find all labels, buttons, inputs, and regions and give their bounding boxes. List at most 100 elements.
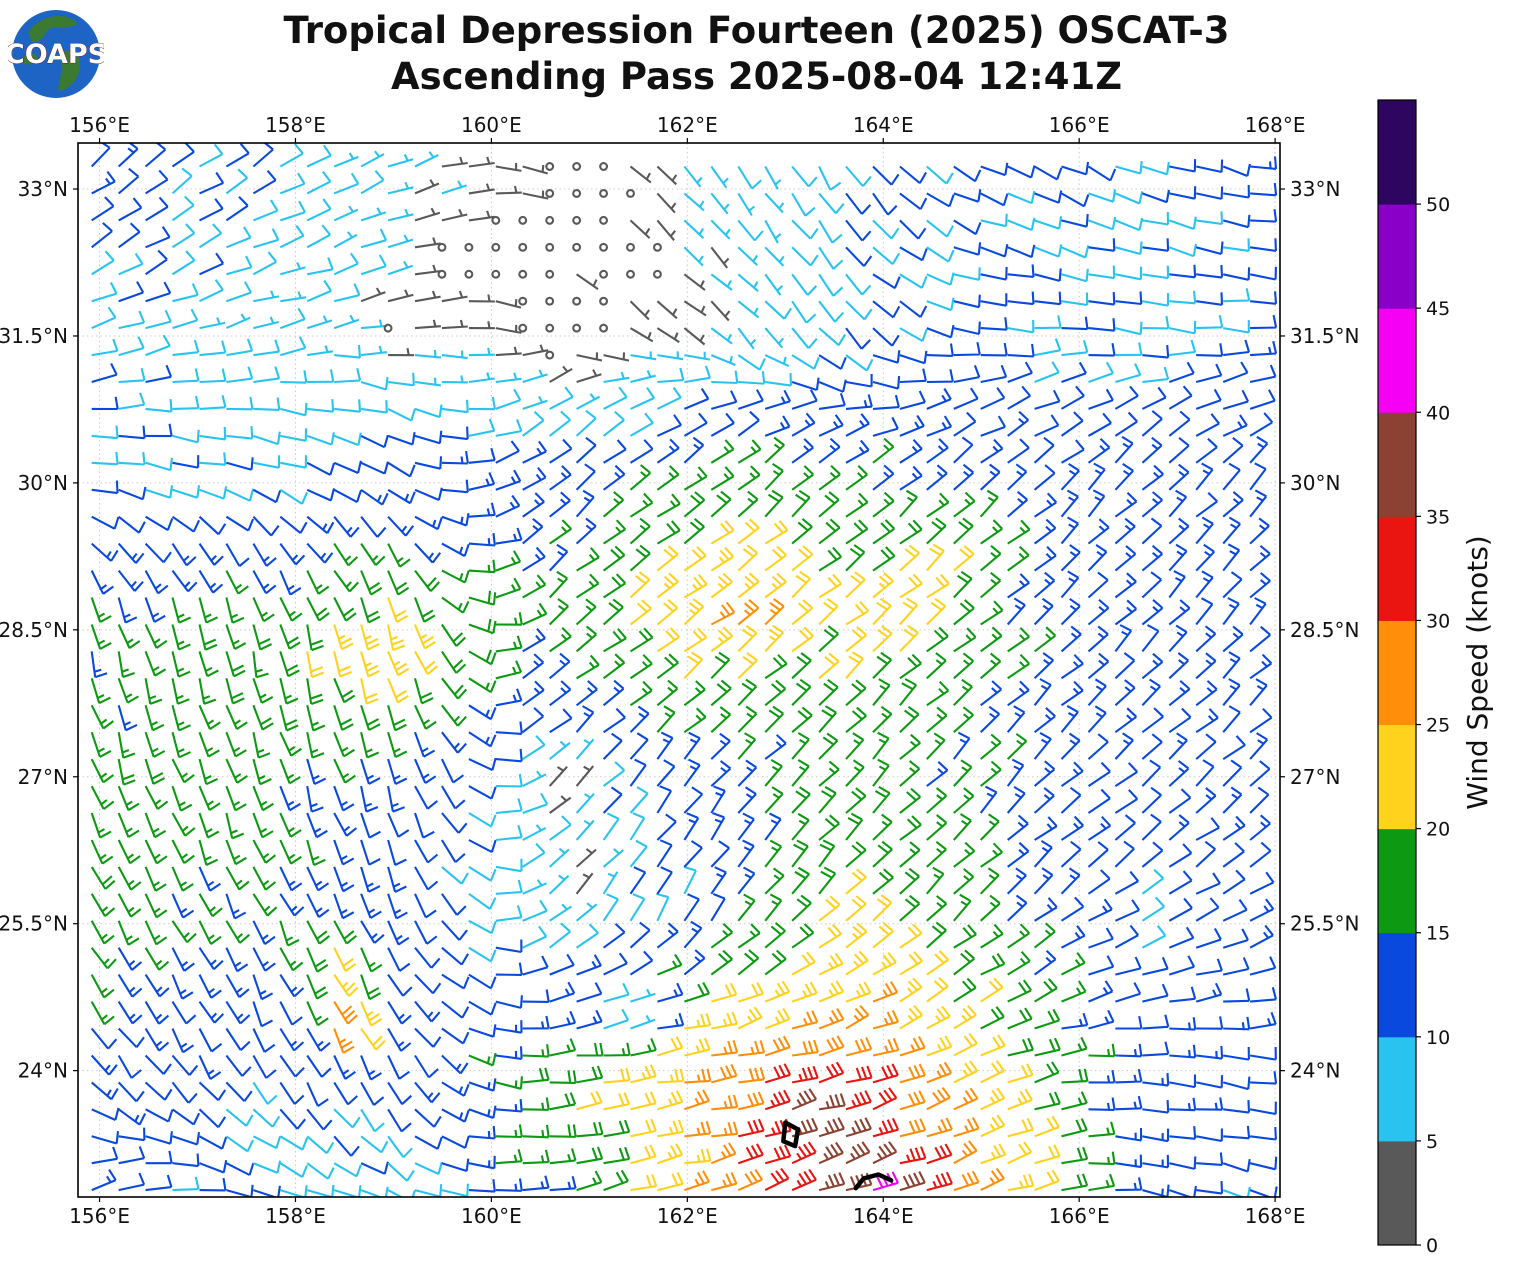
wind-barb [1223,1046,1250,1061]
wind-barb [845,950,869,976]
wind-barb [791,866,810,895]
wind-barb [845,273,872,296]
wind-barb [1088,343,1116,357]
plot-border [77,142,1281,1198]
lat-tick-label-left: 33°N [18,177,68,201]
wind-barb [1060,654,1084,680]
wind-barb [953,267,981,281]
wind-barb [414,758,437,784]
wind-barb [926,272,955,286]
wind-barb [602,761,626,787]
wind-barb [764,1035,791,1057]
lat-tick-label-left: 27°N [18,765,68,789]
wind-barb [602,848,624,868]
wind-barb [1034,361,1060,383]
wind-barb [387,181,414,195]
wind-barb [899,894,921,922]
wind-barb [522,602,548,626]
wind-barb [1033,731,1052,760]
wind-barb [198,624,218,651]
wind-barb [1195,872,1221,895]
wind-barb [1142,345,1170,359]
wind-barb [1250,1071,1278,1085]
wind-barb [171,250,196,276]
wind-barb [818,1172,846,1192]
wind-barb [1088,1121,1116,1138]
wind-barb [252,893,278,917]
wind-barb [1168,814,1190,841]
wind-barb [495,419,523,437]
wind-barb [1249,412,1274,437]
wind-barb [575,872,594,895]
wind-barb [468,559,496,574]
wind-barb [1087,412,1112,437]
wind-barb [253,455,281,469]
wind-barb [387,1108,412,1133]
wind-barb [306,315,333,330]
wind-barb [926,1035,953,1057]
wind-barb [549,953,575,976]
wind-barb [199,426,227,441]
wind-barb [144,1054,172,1075]
wind-barb [1087,788,1111,814]
wind-barb [980,415,1007,437]
wind-barb [926,297,955,312]
calm-wind-circle [383,323,393,333]
wind-barb [576,547,600,572]
wind-barb [1168,410,1191,437]
wind-barb [872,1037,900,1057]
wind-barb [872,785,891,814]
wind-barb [145,1150,173,1165]
wind-barb [1007,1173,1035,1192]
wind-barb [279,1162,308,1178]
wind-barb [522,344,549,357]
wind-barb [306,920,330,945]
wind-barb [818,839,836,868]
wind-barb [1061,316,1089,331]
wind-barb [414,456,443,470]
wind-barb [279,893,305,917]
wind-barb [225,1081,253,1102]
wind-barb [387,839,407,866]
wind-barb [764,812,782,841]
wind-barb [1169,1156,1197,1170]
wind-barb [603,1008,630,1030]
wind-barb [468,919,497,935]
wind-barb [117,1027,145,1049]
wind-barb [980,571,1002,599]
wind-barb [226,366,254,384]
wind-barb [926,976,949,1003]
wind-barb [656,759,676,787]
wind-barb [144,597,166,623]
wind-barb [118,392,146,410]
wind-barb [711,1121,739,1138]
wind-barb [145,334,171,357]
wind-barb [333,651,353,678]
wind-barb [818,814,840,841]
wind-barb [1034,1144,1061,1165]
wind-barb [118,167,140,195]
wind-barb [387,893,408,920]
wind-barb [818,392,846,410]
wind-barb [522,190,549,200]
wind-barb [1007,979,1032,1003]
wind-barb [1249,678,1268,706]
wind-barb [1142,1014,1170,1030]
wind-barb [306,488,336,502]
wind-barb [980,760,1002,787]
wind-barb [737,300,760,319]
wind-barb [306,542,334,564]
wind-barb [117,143,139,168]
wind-barb [171,515,201,533]
calm-wind-circle [545,188,555,198]
wind-barb [791,981,818,1003]
wind-barb [872,840,893,868]
wind-barb [1007,545,1030,572]
wind-barb [845,787,867,814]
wind-barb [1195,491,1218,518]
wind-barb [387,650,410,677]
wind-barb [441,920,468,941]
wind-barb [926,761,949,787]
wind-barb [1007,1037,1034,1057]
calm-wind-circle [599,188,609,198]
